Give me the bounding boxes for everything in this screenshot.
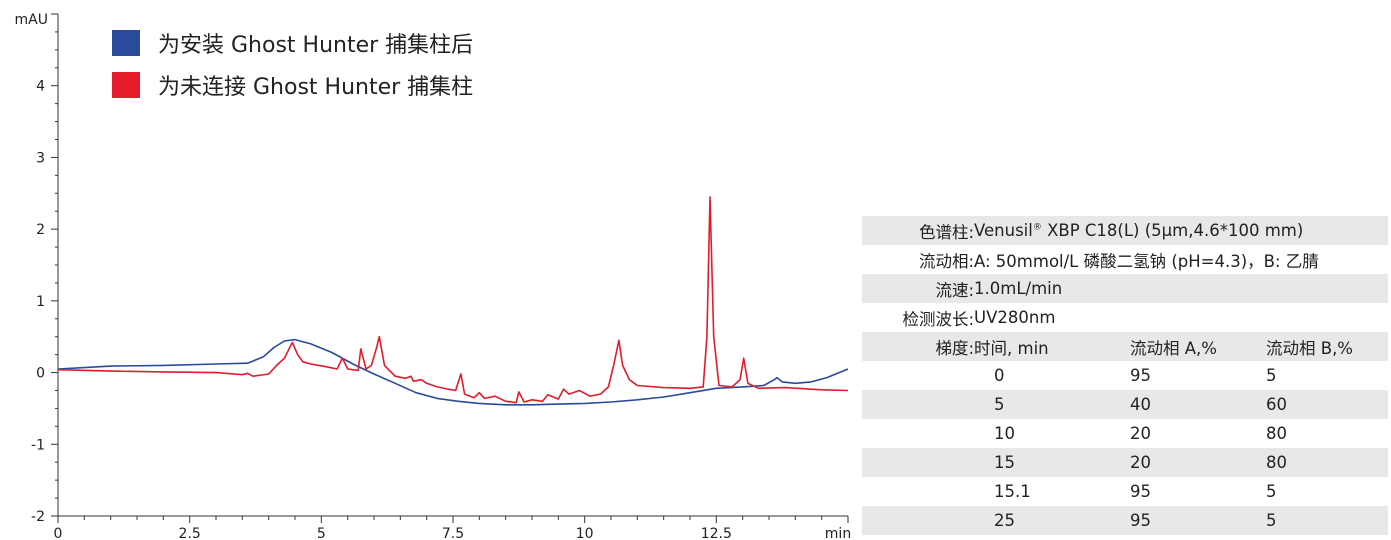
legend-label: 为安装 Ghost Hunter 捕集柱后 [158, 27, 473, 59]
gradient-row: 25 95 5 [862, 506, 1388, 535]
gradient-b: 5 [1266, 506, 1388, 535]
detect-label: 检测波长: [862, 303, 974, 332]
gradient-row: 15 20 80 [862, 448, 1388, 477]
flow-value: 1.0mL/min [974, 274, 1388, 303]
gradient-b: 80 [1266, 419, 1388, 448]
y-tick-label: 2 [36, 222, 45, 238]
legend-item-without-trap: 为未连接 Ghost Hunter 捕集柱 [112, 64, 473, 106]
conditions-table: 色谱柱: Venusil® XBP C18(L) (5µm,4.6*100 mm… [862, 216, 1388, 535]
gradient-row: 10 20 80 [862, 419, 1388, 448]
gradient-time: 25 [974, 506, 1130, 535]
gradient-time: 0 [974, 361, 1130, 390]
gradient-b: 60 [1266, 390, 1388, 419]
series-line-without-trap [58, 197, 848, 403]
row-mobile-phase: 流动相: A: 50mmol/L 磷酸二氢钠 (pH=4.3)，B: 乙腈 [862, 245, 1388, 274]
x-tick-label: 10 [576, 526, 594, 540]
legend-item-with-trap: 为安装 Ghost Hunter 捕集柱后 [112, 22, 473, 64]
gradient-b: 5 [1266, 477, 1388, 506]
y-axis-label: mAU [15, 12, 48, 28]
y-tick-label: 3 [36, 150, 45, 166]
gradient-a: 20 [1130, 419, 1266, 448]
gradient-a: 95 [1130, 477, 1266, 506]
row-wavelength: 检测波长: UV280nm [862, 303, 1388, 332]
y-tick-label: -1 [31, 437, 45, 453]
legend-swatch-red [112, 72, 140, 98]
y-tick-label: 0 [36, 366, 45, 382]
chart-legend: 为安装 Ghost Hunter 捕集柱后 为未连接 Ghost Hunter … [112, 22, 473, 106]
y-tick-label: 1 [36, 294, 45, 310]
x-tick-label: 12.5 [701, 526, 732, 540]
mobile-value: A: 50mmol/L 磷酸二氢钠 (pH=4.3)，B: 乙腈 [974, 245, 1388, 274]
x-axis-label: min [825, 526, 851, 540]
mobile-label: 流动相: [862, 245, 974, 274]
gradient-a: 95 [1130, 506, 1266, 535]
gradient-time: 15.1 [974, 477, 1130, 506]
gradient-b: 80 [1266, 448, 1388, 477]
x-tick-label: 7.5 [442, 526, 464, 540]
gradient-time: 10 [974, 419, 1130, 448]
gradient-a: 95 [1130, 361, 1266, 390]
gradient-header-b: 流动相 B,% [1266, 332, 1388, 361]
gradient-header-a: 流动相 A,% [1130, 332, 1266, 361]
x-tick-label: 0 [54, 526, 63, 540]
detect-value: UV280nm [974, 303, 1388, 332]
gradient-row: 15.1 95 5 [862, 477, 1388, 506]
gradient-a: 20 [1130, 448, 1266, 477]
legend-label: 为未连接 Ghost Hunter 捕集柱 [158, 69, 473, 101]
gradient-b: 5 [1266, 361, 1388, 390]
y-tick-label: -2 [31, 509, 45, 525]
gradient-row: 0 95 5 [862, 361, 1388, 390]
registered-mark: ® [1033, 223, 1042, 233]
column-value: Venusil® XBP C18(L) (5µm,4.6*100 mm) [974, 216, 1388, 245]
row-column: 色谱柱: Venusil® XBP C18(L) (5µm,4.6*100 mm… [862, 216, 1388, 245]
row-gradient-header: 梯度: 时间, min 流动相 A,% 流动相 B,% [862, 332, 1388, 361]
gradient-header-time: 时间, min [974, 332, 1130, 361]
row-flow-rate: 流速: 1.0mL/min [862, 274, 1388, 303]
gradient-a: 40 [1130, 390, 1266, 419]
y-tick-label: 4 [36, 79, 45, 95]
x-tick-label: 5 [317, 526, 326, 540]
gradient-row: 5 40 60 [862, 390, 1388, 419]
flow-label: 流速: [862, 274, 974, 303]
column-label: 色谱柱: [862, 216, 974, 245]
gradient-time: 15 [974, 448, 1130, 477]
chart-series [58, 197, 848, 405]
gradient-time: 5 [974, 390, 1130, 419]
legend-swatch-blue [112, 30, 140, 56]
gradient-label: 梯度: [862, 332, 974, 361]
x-tick-label: 2.5 [179, 526, 201, 540]
